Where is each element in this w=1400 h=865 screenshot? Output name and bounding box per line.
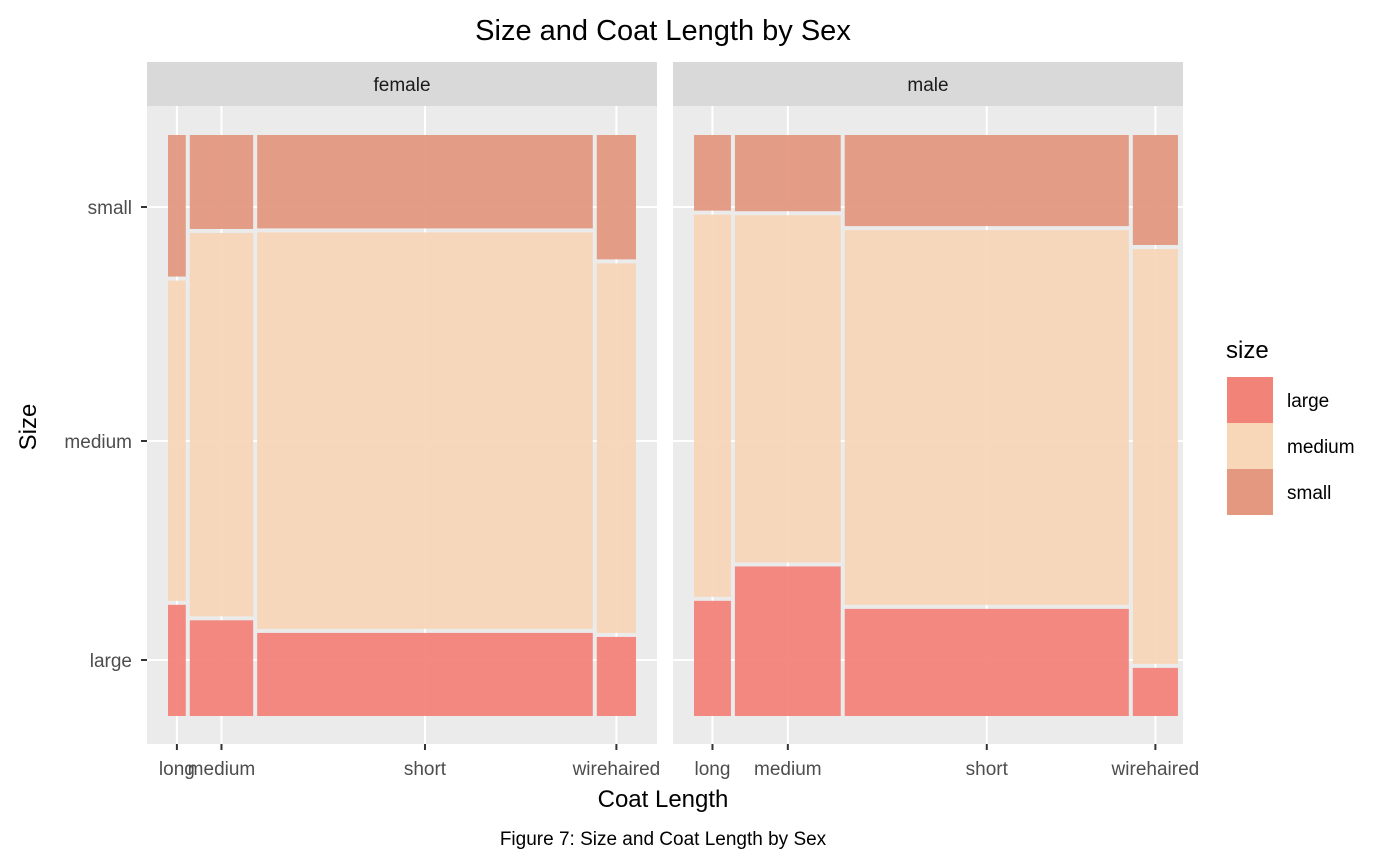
tile-wirehaired-medium	[596, 263, 636, 633]
legend-label-large: large	[1287, 391, 1329, 412]
tile-short-small	[844, 135, 1129, 227]
legend-key-large	[1227, 377, 1273, 423]
tile-long-small	[694, 135, 731, 211]
tile-short-large	[844, 608, 1129, 716]
legend-label-medium: medium	[1287, 437, 1355, 458]
y-tick-label-large: large	[90, 651, 132, 672]
x-tick-label-medium: medium	[188, 759, 256, 780]
legend-title: size	[1226, 337, 1269, 364]
legend: size large medium small	[1226, 337, 1355, 515]
x-axis-title: Coat Length	[598, 786, 729, 813]
legend-key-small	[1227, 469, 1273, 515]
tile-medium-medium	[734, 215, 841, 563]
tiles-male	[694, 135, 1178, 716]
facet-label-male: male	[907, 75, 948, 96]
x-tick-label-short: short	[404, 759, 447, 780]
tile-short-medium	[257, 232, 593, 629]
tile-medium-large	[189, 620, 254, 716]
tile-wirehaired-small	[1132, 135, 1178, 246]
x-tick-label-long: long	[159, 759, 195, 780]
legend-label-small: small	[1287, 483, 1331, 504]
x-axis-male: long medium short wirehaired	[695, 744, 1200, 780]
tile-wirehaired-small	[596, 135, 636, 260]
y-tick-label-small: small	[88, 198, 132, 219]
tiles-female	[168, 135, 636, 716]
facet-strip-female	[147, 62, 657, 106]
tile-long-medium	[168, 280, 186, 601]
tile-wirehaired-large	[1132, 667, 1178, 716]
tile-wirehaired-large	[596, 636, 636, 716]
y-axis: large medium small	[64, 198, 147, 672]
legend-entries: large medium small	[1227, 377, 1355, 515]
tile-medium-medium	[189, 232, 254, 617]
facet-strip-male	[673, 62, 1183, 106]
tile-medium-small	[734, 135, 841, 212]
tile-wirehaired-medium	[1132, 249, 1178, 664]
figure-caption: Figure 7: Size and Coat Length by Sex	[500, 829, 827, 850]
tile-long-large	[694, 600, 731, 716]
x-tick-label-short: short	[966, 759, 1009, 780]
legend-key-medium	[1227, 423, 1273, 469]
tile-medium-small	[189, 135, 254, 229]
facet-label-female: female	[373, 75, 430, 96]
tile-long-small	[168, 135, 186, 277]
tile-short-medium	[844, 230, 1129, 605]
chart-title: Size and Coat Length by Sex	[475, 15, 851, 47]
tile-medium-large	[734, 566, 841, 716]
tile-long-large	[168, 604, 186, 716]
x-tick-label-long: long	[695, 759, 731, 780]
tile-short-small	[257, 135, 593, 229]
y-tick-label-medium: medium	[64, 432, 132, 453]
tile-long-medium	[694, 214, 731, 597]
panel-male: male long medium short wirehaired	[673, 62, 1199, 780]
tile-short-large	[257, 632, 593, 716]
y-axis-title: Size	[15, 404, 42, 451]
x-tick-label-wirehaired: wirehaired	[572, 759, 661, 780]
x-tick-label-medium: medium	[754, 759, 822, 780]
x-tick-label-wirehaired: wirehaired	[1111, 759, 1200, 780]
